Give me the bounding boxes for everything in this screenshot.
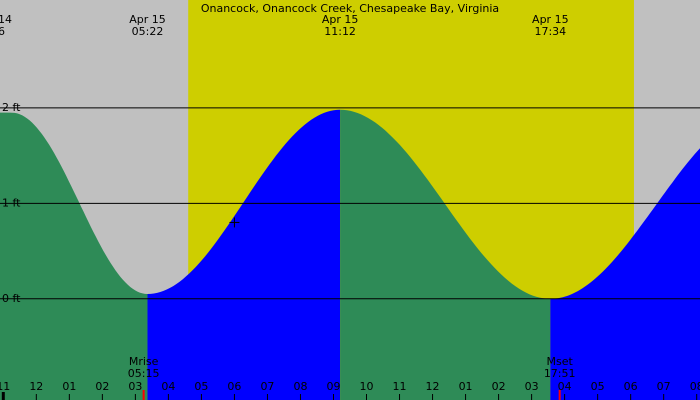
falling-tide-area: [0, 112, 148, 400]
hour-label: 11: [393, 380, 407, 393]
moon-event-label: Mrise: [129, 355, 159, 368]
extreme-high-time: 11:12: [324, 25, 356, 38]
labels: Onancock, Onancock Creek, Chesapeake Bay…: [0, 2, 700, 393]
extreme-low-date: Apr 15: [532, 13, 569, 26]
hour-label: 01: [459, 380, 473, 393]
hour-label: 03: [525, 380, 539, 393]
hour-label: 04: [161, 380, 175, 393]
hour-label: 06: [227, 380, 241, 393]
extreme-high-date: Apr 15: [322, 13, 359, 26]
y-tick-label: 2 ft: [2, 101, 21, 114]
moon-event-label: Mset: [547, 355, 574, 368]
hour-label: 11: [0, 380, 10, 393]
hour-label: 12: [426, 380, 440, 393]
hour-label: 08: [690, 380, 700, 393]
hour-label: 04: [558, 380, 572, 393]
extreme-low-date: Apr 15: [129, 13, 166, 26]
rising-tide-area: [550, 148, 700, 400]
prev-extreme-time: 6: [0, 25, 5, 38]
hour-label: 08: [293, 380, 307, 393]
hour-ticks: [1, 390, 698, 400]
falling-tide-area: [340, 109, 551, 400]
hour-label: 09: [326, 380, 340, 393]
hour-label: 07: [657, 380, 671, 393]
current-time-marker: [229, 217, 240, 228]
tide-areas: [0, 109, 700, 400]
hour-label: 06: [624, 380, 638, 393]
grid-lines: [0, 107, 700, 300]
y-tick-label: 0 ft: [2, 292, 21, 305]
hour-label: 07: [260, 380, 274, 393]
hour-label: 02: [95, 380, 109, 393]
chart-title: Onancock, Onancock Creek, Chesapeake Bay…: [201, 2, 499, 15]
hour-label: 05: [194, 380, 208, 393]
hour-label: 10: [360, 380, 374, 393]
extreme-low-time: 17:34: [534, 25, 566, 38]
moon-event-time: 05:15: [128, 367, 160, 380]
hour-label: 12: [29, 380, 43, 393]
hour-label: 05: [591, 380, 605, 393]
hour-label: 03: [128, 380, 142, 393]
rising-tide-area: [147, 109, 341, 400]
hour-label: 01: [62, 380, 76, 393]
moon-event-time: 17:51: [544, 367, 576, 380]
extreme-low-time: 05:22: [132, 25, 164, 38]
y-tick-label: 1 ft: [2, 196, 21, 209]
hour-label: 02: [492, 380, 506, 393]
prev-extreme-date: 14: [0, 13, 12, 26]
